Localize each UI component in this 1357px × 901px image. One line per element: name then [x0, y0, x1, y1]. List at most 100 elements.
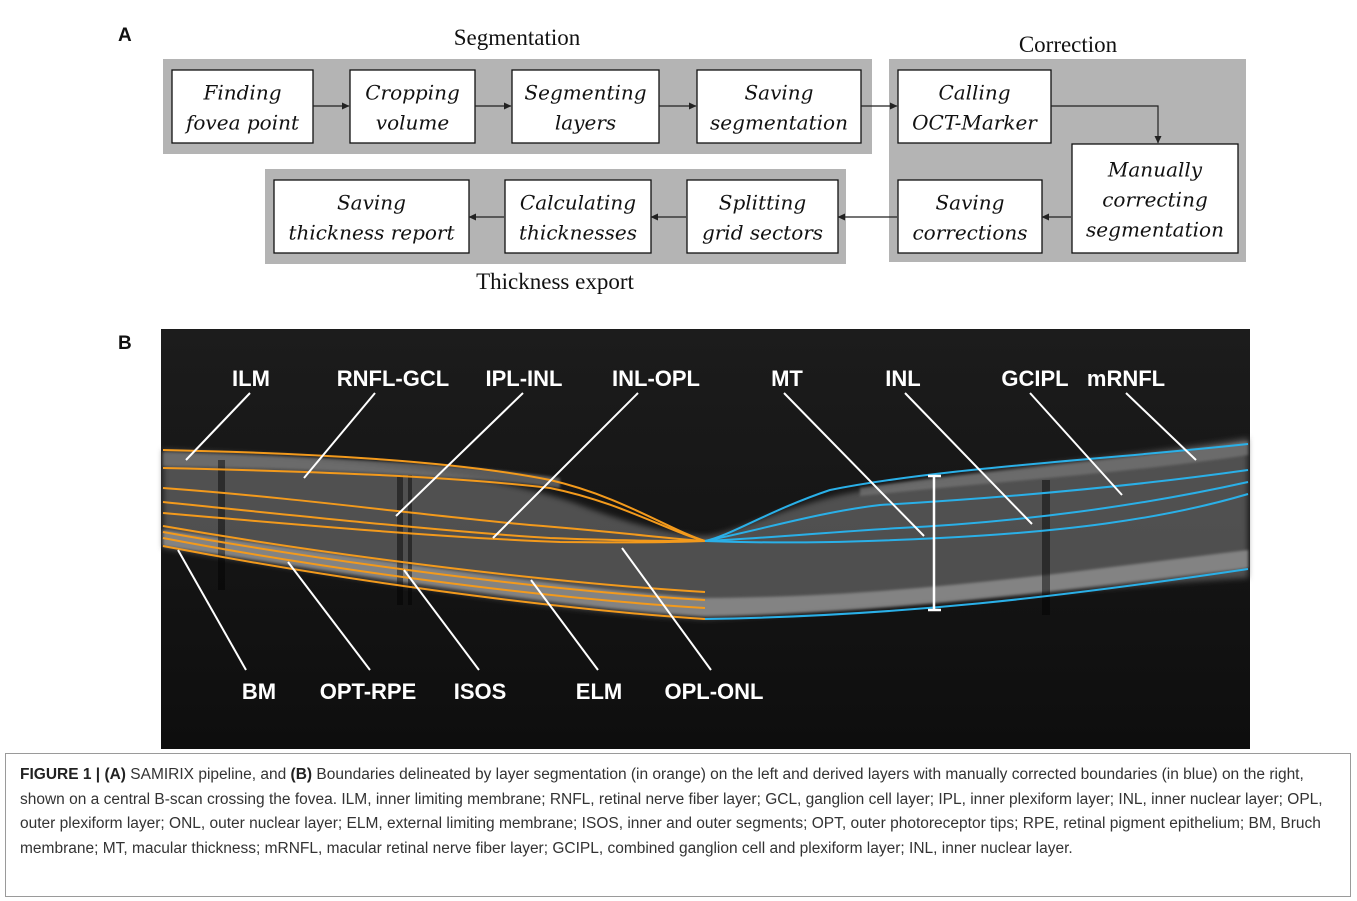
pipeline-step-text: thickness report	[288, 221, 455, 245]
panel-b-letter: B	[118, 333, 132, 354]
pipeline-step-box	[171, 69, 314, 144]
pipeline-step-text: Calculating	[520, 191, 636, 215]
label-leader-lines	[177, 392, 1197, 671]
corrected-boundaries	[704, 443, 1249, 620]
pipeline-step-box	[349, 69, 476, 144]
pipeline-step-text: corrections	[912, 221, 1027, 245]
pipeline-step-2: Cropping volume	[349, 69, 476, 144]
label-inl: INL	[885, 366, 920, 391]
leader-elm	[530, 579, 599, 671]
label-gcipl: GCIPL	[1001, 366, 1068, 391]
pipeline-arrows	[313, 102, 1162, 221]
pipeline-step-text: thicknesses	[519, 221, 637, 245]
caption-figure-label: FIGURE 1 |	[20, 766, 101, 783]
pipeline-flowchart: Segmentation Correction Thickness export…	[163, 25, 1246, 294]
pipeline-step-4: Saving segmentation	[696, 69, 862, 144]
corrected-boundary-ipl-inl	[704, 481, 1249, 542]
thickness-export-group-title: Thickness export	[476, 269, 634, 294]
pipeline-step-box	[1071, 143, 1239, 254]
pipeline-step-text: OCT-Marker	[912, 111, 1038, 135]
leader-ipl-inl	[395, 392, 524, 517]
pipeline-step-6: Manually correcting segmentation	[1071, 143, 1239, 254]
leader-gcipl	[1029, 392, 1123, 496]
boundary-opl-onl	[162, 512, 706, 544]
pipeline-step-text: Segmenting	[524, 81, 646, 105]
pipeline-step-text: layers	[555, 111, 616, 135]
boundary-opt-rpe	[162, 537, 706, 609]
corrected-boundary-ilm	[704, 443, 1249, 542]
leader-ilm	[185, 392, 251, 461]
segmentation-boundaries	[162, 449, 706, 620]
label-isos: ISOS	[454, 679, 507, 704]
label-bm: BM	[242, 679, 276, 704]
pipeline-step-5: Calling OCT-Marker	[897, 69, 1052, 144]
label-opt-rpe: OPT-RPE	[320, 679, 417, 704]
corrected-boundary-rnfl-gcl	[704, 469, 1249, 542]
leader-inl	[904, 392, 1033, 525]
label-mrnfl: mRNFL	[1087, 366, 1165, 391]
pipeline-step-text: segmentation	[1086, 218, 1224, 242]
label-ilm: ILM	[232, 366, 270, 391]
caption-text-2: Boundaries delineated by layer segmentat…	[20, 766, 1323, 857]
pipeline-step-7: Saving corrections	[897, 179, 1043, 254]
pipeline-step-box	[504, 179, 652, 254]
pipeline-step-text: correcting	[1102, 188, 1208, 212]
pipeline-step-text: fovea point	[184, 111, 300, 135]
pipeline-step-box	[897, 69, 1052, 144]
label-elm: ELM	[576, 679, 622, 704]
leader-inl-opl	[492, 392, 639, 539]
caption-part-a: (A)	[104, 766, 126, 783]
pipeline-step-text: Saving	[337, 191, 406, 215]
leader-mrnfl	[1125, 392, 1197, 461]
boundary-inl-opl	[162, 501, 706, 542]
figure-caption: FIGURE 1 | (A) SAMIRIX pipeline, and (B)…	[5, 753, 1351, 897]
boundary-elm	[162, 525, 706, 593]
leader-rnfl-gcl	[303, 392, 376, 479]
leader-opt-rpe	[287, 561, 371, 671]
label-inl-opl: INL-OPL	[612, 366, 700, 391]
pipeline-step-text: Cropping	[365, 81, 460, 105]
oct-bscan-image: ILM RNFL-GCL IPL-INL INL-OPL MT INL GCIP…	[161, 329, 1250, 749]
pipeline-step-9: Calculating thicknesses	[504, 179, 652, 254]
pipeline-step-box	[897, 179, 1043, 254]
pipeline-step-text: Saving	[935, 191, 1004, 215]
corrected-boundary-bm	[704, 568, 1249, 620]
leader-isos	[403, 569, 480, 671]
pipeline-step-text: segmentation	[710, 111, 848, 135]
leader-opl-onl	[621, 547, 712, 671]
pipeline-step-3: Segmenting layers	[511, 69, 660, 144]
panel-a-letter: A	[118, 25, 132, 46]
boundary-ipl-inl	[162, 487, 706, 542]
label-opl-onl: OPL-ONL	[665, 679, 764, 704]
pipeline-step-text: Calling	[938, 81, 1010, 105]
correction-group-title: Correction	[1019, 32, 1118, 57]
nerve-fiber-band	[163, 441, 1248, 496]
label-mt: MT	[771, 366, 803, 391]
boundary-ilm	[162, 449, 706, 542]
pipeline-step-text: Saving	[744, 81, 813, 105]
pipeline-step-8: Splitting grid sectors	[686, 179, 839, 254]
pipeline-step-text: Finding	[202, 81, 281, 105]
pipeline-step-text: Splitting	[719, 191, 806, 215]
boundary-isos	[162, 531, 706, 601]
leader-bm	[177, 549, 247, 671]
boundary-bm	[162, 545, 706, 620]
arrow-step-5-6	[1051, 105, 1162, 144]
pipeline-step-1: Finding fovea point	[171, 69, 314, 144]
vessel-shadows	[218, 460, 1050, 615]
leader-mt	[783, 392, 925, 537]
caption-text-1: SAMIRIX pipeline, and	[125, 766, 291, 783]
pipeline-step-box	[686, 179, 839, 254]
corrected-boundary-inl-opl	[704, 493, 1249, 544]
pipeline-steps: Finding fovea point Cropping volume Segmenti…	[171, 69, 1239, 254]
segmentation-group-title: Segmentation	[454, 25, 581, 50]
pipeline-step-text: grid sectors	[702, 221, 823, 245]
pipeline-step-text: Manually	[1107, 158, 1203, 182]
label-ipl-inl: IPL-INL	[486, 366, 563, 391]
boundary-rnfl-gcl	[162, 467, 706, 542]
macular-thickness-marker	[928, 474, 941, 612]
pipeline-step-10: Saving thickness report	[273, 179, 470, 254]
label-rnfl-gcl: RNFL-GCL	[337, 366, 449, 391]
rpe-band	[163, 530, 1248, 616]
